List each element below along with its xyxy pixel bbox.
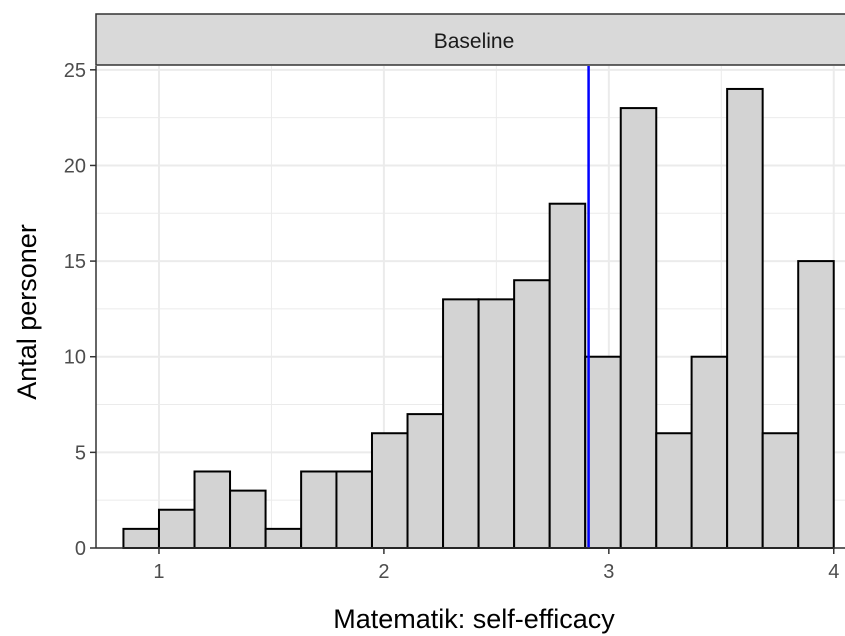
x-tick-label: 1: [153, 561, 164, 583]
histogram-bar: [477, 298, 516, 549]
histogram-bar: [229, 489, 267, 549]
histogram-bar: [655, 432, 693, 549]
histogram-bar: [690, 355, 729, 549]
axis-tick-labels: 1 2 3 4 0 5 10 15 20 25: [64, 60, 840, 583]
histogram-bar: [442, 298, 480, 549]
histogram-bar: [193, 470, 232, 549]
facet-strip: [95, 13, 845, 66]
y-axis-title: Antal personer: [12, 224, 42, 400]
x-tick-label: 3: [603, 561, 614, 583]
histogram-bar: [122, 527, 160, 549]
histogram-bar: [584, 355, 622, 549]
histogram-bar: [157, 508, 196, 549]
y-tick-label: 10: [64, 347, 86, 369]
y-tick-label: 25: [64, 60, 86, 82]
y-tick-label: 20: [64, 155, 86, 177]
axis-ticks: [90, 69, 835, 554]
facet-strip-label: Baseline: [434, 30, 515, 53]
histogram-bar: [370, 432, 409, 549]
histogram-bar: [761, 432, 800, 549]
histogram-bar: [513, 279, 551, 549]
histogram-bar: [300, 470, 338, 549]
histogram-bar: [619, 107, 658, 549]
y-tick-label: 5: [75, 442, 86, 464]
x-axis-title: Matematik: self-efficacy: [333, 604, 615, 634]
y-tick-label: 15: [64, 251, 86, 273]
histogram-bar: [797, 260, 835, 549]
x-tick-label: 2: [378, 561, 389, 583]
y-tick-label: 0: [75, 538, 86, 560]
histogram-bar: [726, 87, 764, 549]
histogram-bar: [548, 202, 587, 549]
histogram-bar: [406, 413, 445, 549]
histogram-bar: [335, 470, 373, 549]
histogram-bar: [264, 527, 303, 549]
x-tick-label: 4: [828, 561, 839, 583]
